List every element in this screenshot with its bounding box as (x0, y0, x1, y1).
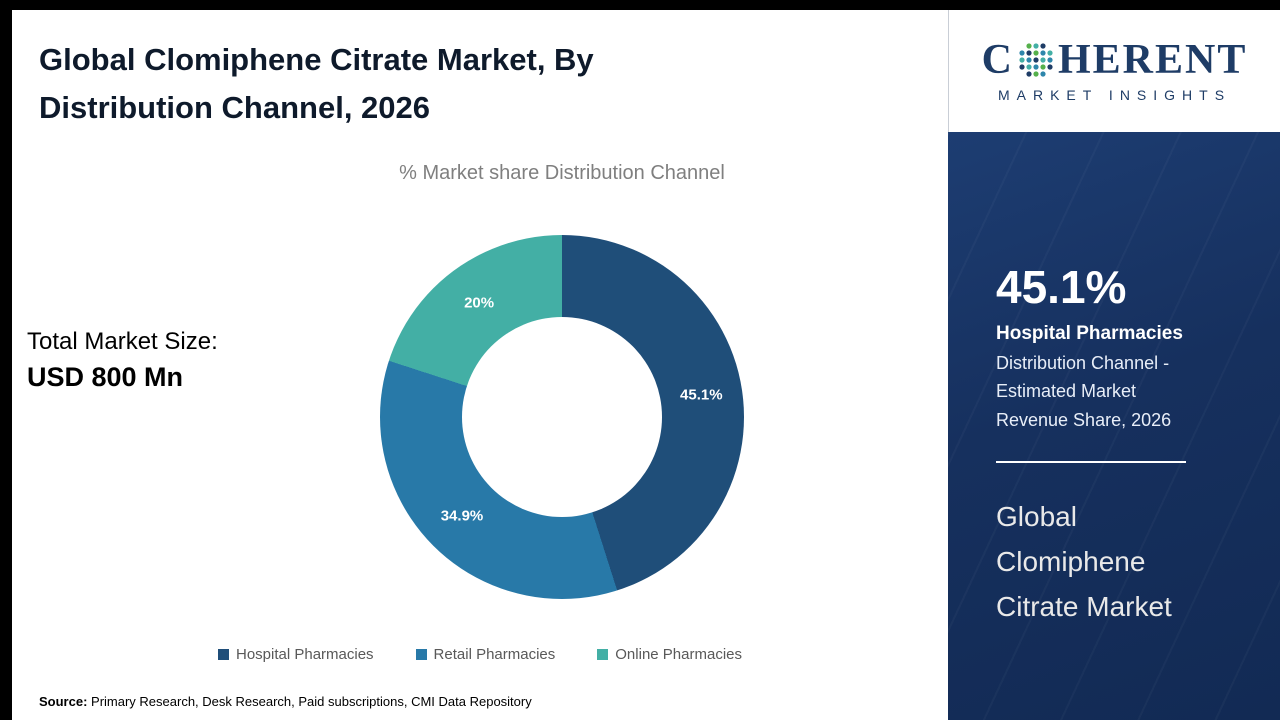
legend-swatch-icon (415, 649, 427, 660)
chart-subtitle: % Market share Distribution Channel (399, 162, 725, 184)
highlight-stat-title: Hospital Pharmacies (996, 322, 1183, 344)
highlight-stat-value: 45.1% (996, 261, 1127, 313)
divider (996, 460, 1186, 463)
chart-legend: Hospital Pharmacies Retail Pharmacies On… (12, 646, 948, 663)
brand-logo: C (948, 10, 1280, 132)
chart-area: Global Clomiphene Citrate Market, By Dis… (12, 10, 948, 720)
mosaic-o-icon (1019, 43, 1053, 77)
slice-label-hospital-pharmacies: 45.1% (680, 386, 723, 404)
source-attribution: Source: Primary Research, Desk Research,… (39, 694, 532, 709)
legend-swatch-icon (217, 649, 229, 660)
slice-label-retail-pharmacies: 34.9% (440, 507, 484, 525)
legend-item-online-pharmacies: Online Pharmacies (597, 646, 742, 663)
donut-hole (462, 317, 662, 517)
brand-wordmark: C (982, 39, 1248, 81)
total-market-size-label: Total Market Size: (27, 328, 218, 355)
brand-suffix: HERENT (1057, 37, 1248, 83)
donut-chart: 45.1% 34.9% 20% (380, 235, 744, 599)
legend-swatch-icon (597, 649, 609, 660)
legend-label: Online Pharmacies (615, 646, 742, 663)
highlight-stat-description: Distribution Channel - Estimated Market … (996, 352, 1172, 431)
highlight-panel: 45.1% Hospital Pharmacies Distribution C… (948, 132, 1280, 720)
brand-prefix: C (981, 37, 1014, 83)
source-label: Source: (39, 694, 88, 709)
brand-subtitle: MARKET INSIGHTS (997, 87, 1232, 103)
legend-item-retail-pharmacies: Retail Pharmacies (415, 646, 556, 663)
legend-label: Retail Pharmacies (433, 646, 556, 663)
legend-item-hospital-pharmacies: Hospital Pharmacies (217, 646, 374, 663)
market-name: Global Clomiphene Citrate Market (996, 500, 1172, 622)
total-market-size-value: USD 800 Mn (27, 362, 184, 392)
slice-label-online-pharmacies: 20% (464, 294, 495, 312)
page-title: Global Clomiphene Citrate Market, By Dis… (39, 42, 594, 126)
sidebar: C (948, 10, 1280, 720)
source-text: Primary Research, Desk Research, Paid su… (87, 694, 532, 709)
legend-label: Hospital Pharmacies (235, 646, 374, 663)
